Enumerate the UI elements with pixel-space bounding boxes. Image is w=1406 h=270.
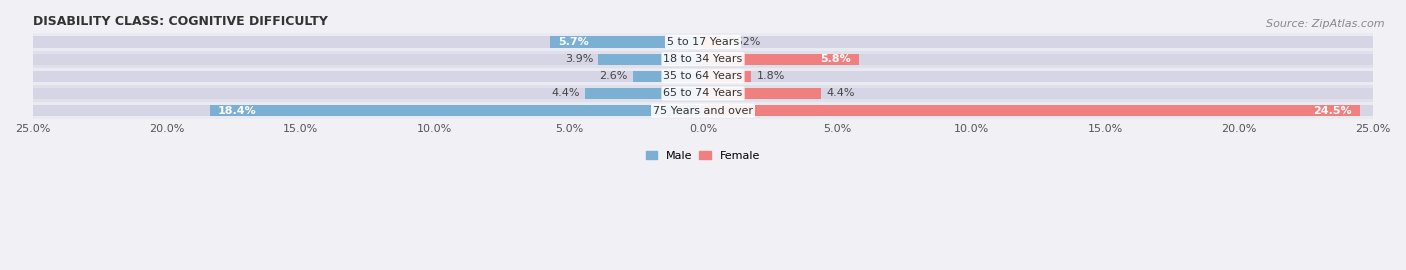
Text: DISABILITY CLASS: COGNITIVE DIFFICULTY: DISABILITY CLASS: COGNITIVE DIFFICULTY: [32, 15, 328, 28]
Bar: [32, 53, 703, 65]
Bar: [703, 53, 859, 65]
Text: 0.62%: 0.62%: [725, 37, 761, 47]
Text: 35 to 64 Years: 35 to 64 Years: [664, 71, 742, 81]
Bar: [703, 105, 1360, 116]
Bar: [32, 33, 1374, 50]
Text: 4.4%: 4.4%: [551, 89, 579, 99]
Text: Source: ZipAtlas.com: Source: ZipAtlas.com: [1267, 19, 1385, 29]
Bar: [32, 105, 703, 116]
Text: 65 to 74 Years: 65 to 74 Years: [664, 89, 742, 99]
Bar: [633, 71, 703, 82]
Bar: [585, 88, 703, 99]
Bar: [32, 85, 1374, 102]
Text: 3.9%: 3.9%: [565, 54, 593, 64]
Text: 24.5%: 24.5%: [1313, 106, 1351, 116]
Bar: [703, 105, 1374, 116]
Bar: [703, 36, 1374, 48]
Bar: [703, 36, 720, 48]
Bar: [703, 53, 1374, 65]
Bar: [703, 88, 821, 99]
Text: 75 Years and over: 75 Years and over: [652, 106, 754, 116]
Text: 18 to 34 Years: 18 to 34 Years: [664, 54, 742, 64]
Bar: [703, 88, 1374, 99]
Text: 2.6%: 2.6%: [599, 71, 628, 81]
Text: 18.4%: 18.4%: [218, 106, 256, 116]
Text: 5.8%: 5.8%: [820, 54, 851, 64]
Bar: [32, 68, 1374, 85]
Bar: [209, 105, 703, 116]
Text: 1.8%: 1.8%: [756, 71, 785, 81]
Bar: [32, 50, 1374, 68]
Bar: [32, 71, 703, 82]
Text: 5 to 17 Years: 5 to 17 Years: [666, 37, 740, 47]
Bar: [32, 102, 1374, 119]
Bar: [550, 36, 703, 48]
Bar: [32, 36, 703, 48]
Text: 5.7%: 5.7%: [558, 37, 589, 47]
Bar: [599, 53, 703, 65]
Legend: Male, Female: Male, Female: [647, 151, 759, 161]
Bar: [703, 71, 1374, 82]
Text: 4.4%: 4.4%: [827, 89, 855, 99]
Bar: [32, 88, 703, 99]
Bar: [703, 71, 751, 82]
